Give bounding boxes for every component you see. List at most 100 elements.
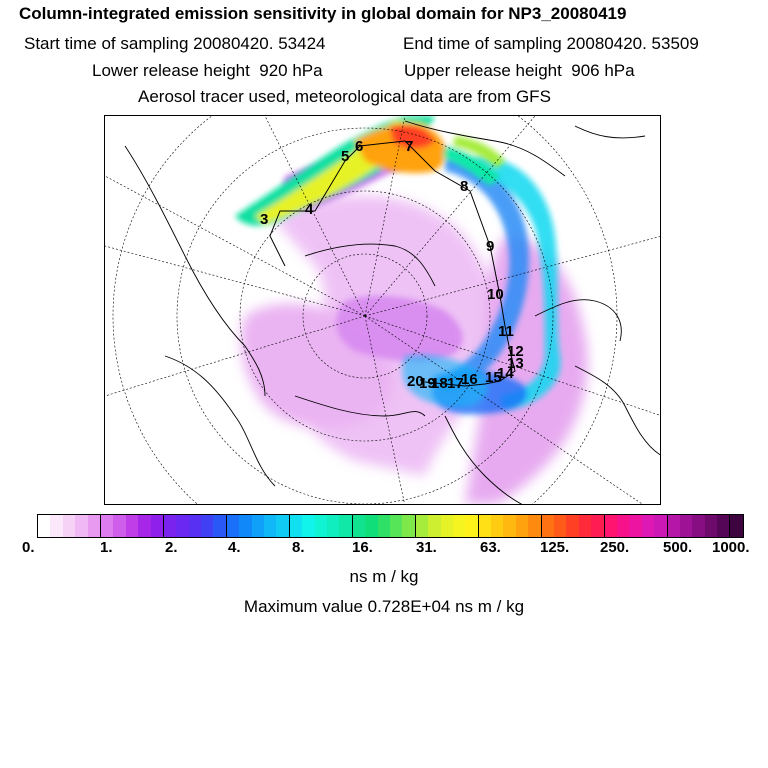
colorbar-cell [226,515,240,537]
end-time-label: End time of sampling 20080420. 53509 [403,34,699,53]
trajectory-day-label: 11 [498,323,514,340]
colorbar-cell [528,515,542,537]
trajectory-day-label: 17 [447,375,464,392]
colorbar-cell [163,515,177,537]
sensitivity-map: 3 4 5 6 7 8 9 10 11 12 13 14 15 16 17 18 19 20 [104,115,661,505]
colorbar-tick-label: 0. [22,539,35,556]
trajectory-day-label: 14 [497,365,514,382]
max-value-label: Maximum value 0.728E+04 ns m / kg [243,597,525,616]
colorbar-cell [566,515,579,537]
colorbar-cell [75,515,88,537]
start-time-label: Start time of sampling 20080420. 53424 [24,34,326,53]
trajectory-day-label: 16 [461,371,478,388]
lower-release-label: Lower release height 920 hPa [92,61,323,80]
colorbar-cell [704,515,718,537]
colorbar-cell [679,515,693,537]
colorbar-cell [239,515,252,537]
colorbar-cell [452,515,466,537]
colorbar-cell [578,515,592,537]
colorbar-cell [251,515,265,537]
colorbar-cell [440,515,453,537]
colorbar-cell [717,515,731,537]
colorbar-cell [541,515,555,537]
colorbar-cell [314,515,327,537]
colorbar-cell [125,515,139,537]
trajectory-plume [402,156,561,415]
colorbar-tick-label: 2. [165,539,178,556]
trajectory-day-label: 15 [485,369,502,386]
colorbar-cell [629,515,642,537]
trajectory-day-label: 13 [507,355,524,372]
trajectory-day-label: 9 [486,238,494,255]
colorbar-cell [389,515,403,537]
colorbar-cell [730,515,743,537]
colorbar-cell [38,515,51,537]
colorbar-cell [491,515,504,537]
upper-release-label: Upper release height 906 hPa [404,61,635,80]
colorbar-cell [692,515,705,537]
colorbar-cell [87,515,101,537]
plot-title: Column-integrated emission sensitivity i… [19,4,627,23]
trajectory-day-label: 7 [405,138,413,155]
trajectory-day-label: 10 [487,286,504,303]
trajectory-day-label: 5 [341,148,349,165]
colorbar-tick-label: 500. [663,539,693,556]
colorbar-cell [188,515,202,537]
colorbar-cell [213,515,227,537]
colorbar-cell [465,515,479,537]
colorbar-cell [478,515,492,537]
colorbar-cell [339,515,353,537]
colorbar-tick-label: 16. [352,539,373,556]
colorbar-cell [100,515,114,537]
colorbar-cell [201,515,214,537]
colorbar-cell [377,515,390,537]
colorbar-tick-label: 8. [292,539,305,556]
colorbar-cell [289,515,303,537]
colorbar-cell [264,515,277,537]
trajectory-day-label: 3 [260,211,268,228]
coastlines [124,120,660,504]
trajectory-day-label: 4 [305,201,314,218]
colorbar-cell [150,515,164,537]
colorbar-cell [554,515,567,537]
trajectory-day-label: 20 [407,373,424,390]
colorbar-tick-label: 125. [540,539,570,556]
colorbar-cell [591,515,605,537]
colorbar-cell [604,515,617,537]
colorbar [37,514,744,538]
units-label: ns m / kg [349,567,419,586]
colorbar-tick-label: 1. [100,539,113,556]
tracer-note-label: Aerosol tracer used, meteorological data… [138,87,551,106]
colorbar-cell [113,515,126,537]
colorbar-cell [276,515,290,537]
colorbar-cell [428,515,441,537]
trajectory-day-label: 6 [355,138,363,155]
colorbar-cell [365,515,378,537]
colorbar-cell [515,515,529,537]
colorbar-cell [641,515,655,537]
colorbar-cell [50,515,63,537]
colorbar-cell [326,515,340,537]
colorbar-cell [503,515,516,537]
colorbar-tick-label: 4. [228,539,241,556]
trajectory-track [269,140,516,387]
colorbar-tick-label: 1000. [712,539,750,556]
colorbar-cell [62,515,76,537]
trajectory-day-label: 18 [431,375,448,392]
colorbar-cell [352,515,366,537]
colorbar-cell [667,515,680,537]
graticule [105,116,660,504]
colorbar-cell [415,515,429,537]
colorbar-cell [402,515,416,537]
trajectory-day-label: 12 [507,343,524,360]
colorbar-tick-label: 250. [600,539,630,556]
trajectory-day-label: 8 [460,178,468,195]
trajectory-day-label: 19 [419,375,436,392]
colorbar-cell [176,515,189,537]
colorbar-tick-label: 31. [416,539,437,556]
colorbar-cell [616,515,630,537]
colorbar-cell [654,515,668,537]
colorbar-cell [138,515,151,537]
